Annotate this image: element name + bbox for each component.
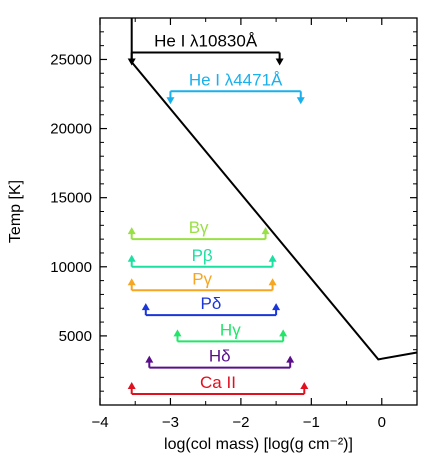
arrow-head: [261, 227, 270, 235]
y-axis-label: Temp [K]: [7, 180, 24, 243]
arrow-head: [127, 381, 136, 389]
line-formation-label: Pβ: [192, 246, 213, 265]
y-tick-label: 20000: [50, 121, 92, 138]
arrow-head: [127, 58, 136, 66]
x-tick-label: −3: [162, 414, 179, 431]
line-formation-marker: Hγ: [173, 320, 288, 343]
arrow-head: [268, 254, 277, 262]
line-formation-marker: Ca II: [127, 373, 309, 395]
arrow-head: [127, 254, 136, 262]
series-group: [130, 18, 418, 361]
temperature-profile-line: [130, 18, 418, 361]
arrow-head: [127, 227, 136, 235]
arrow-head: [268, 278, 277, 286]
line-formation-label: Hδ: [209, 347, 231, 366]
arrow-head: [296, 97, 305, 105]
line-formation-marker: Hδ: [145, 347, 295, 369]
x-tick-label: −2: [232, 414, 249, 431]
x-tick-label: 0: [378, 414, 386, 431]
arrow-head: [275, 58, 284, 66]
x-axis-label: log(col mass) [log(g cm⁻²)]: [164, 436, 353, 453]
line-formation-label: He I λ4471Å: [189, 70, 283, 89]
axis-ticks: −4 −3 −2 −1 0 5000 10000 15000 20000 25000: [50, 18, 418, 431]
line-formation-label: Ca II: [200, 373, 236, 392]
line-formation-marker: Pγ: [127, 269, 277, 292]
line-formation-label: Pγ: [192, 269, 212, 288]
x-tick-label: −1: [303, 414, 320, 431]
arrow-head: [286, 355, 295, 363]
line-formation-marker: Pδ: [141, 294, 281, 317]
arrow-head: [145, 355, 154, 363]
arrow-head: [173, 329, 182, 337]
arrow-head: [300, 381, 309, 389]
arrow-head: [272, 303, 281, 311]
arrow-head: [141, 303, 150, 311]
y-tick-label: 10000: [50, 259, 92, 276]
arrow-head: [166, 97, 175, 105]
arrow-head: [279, 329, 288, 337]
line-formation-label: Hγ: [220, 320, 241, 339]
y-tick-label: 25000: [50, 51, 92, 68]
line-formation-label: He I λ10830Å: [154, 32, 258, 51]
line-formation-label: Pδ: [201, 294, 222, 313]
y-tick-label: 5000: [59, 328, 92, 345]
arrow-head: [127, 278, 136, 286]
line-formation-marker: He I λ10830Å: [127, 32, 284, 66]
y-tick-label: 15000: [50, 190, 92, 207]
line-formation-label: Bγ: [189, 218, 209, 237]
line-formation-markers: He I λ10830Å He I λ4471Å Bγ Pβ Pγ Pδ Hγ Hδ Ca II: [127, 32, 309, 395]
x-tick-label: −4: [91, 414, 108, 431]
line-formation-marker: Bγ: [127, 218, 270, 241]
line-formation-marker: Pβ: [127, 246, 277, 268]
line-formation-marker: He I λ4471Å: [166, 70, 305, 105]
